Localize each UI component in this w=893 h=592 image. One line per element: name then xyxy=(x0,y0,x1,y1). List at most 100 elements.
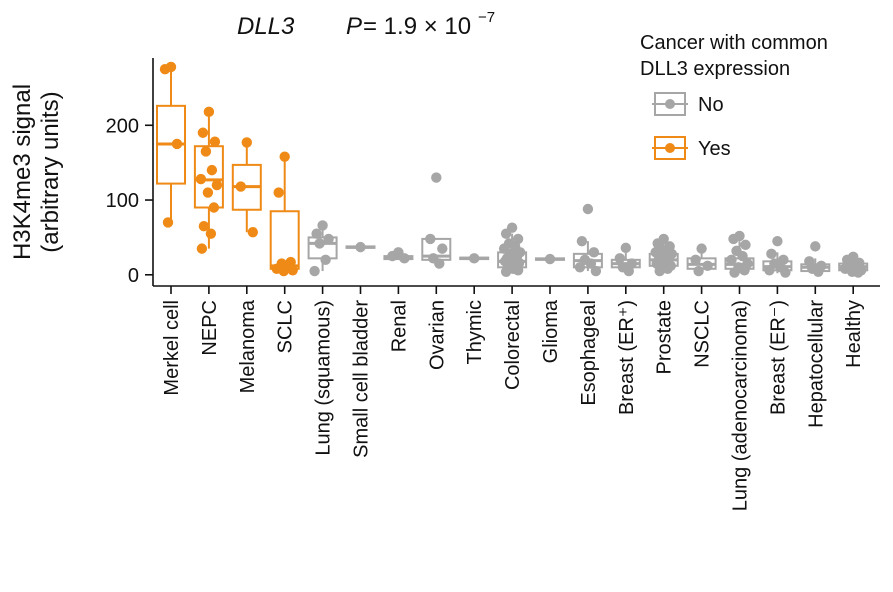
data-point xyxy=(209,136,221,147)
box-group xyxy=(686,243,717,277)
data-point xyxy=(247,226,258,238)
box-group xyxy=(156,61,186,228)
data-point xyxy=(278,265,289,277)
data-point xyxy=(162,217,174,228)
y-tick-label: 200 xyxy=(106,115,139,137)
data-point xyxy=(726,254,737,266)
x-tick-label: Colorectal xyxy=(502,300,524,390)
x-tick-label: Melanoma xyxy=(237,299,259,393)
box-group xyxy=(648,233,679,277)
x-tick-label: Small cell bladder xyxy=(351,300,373,458)
box-group xyxy=(838,251,869,278)
x-tick-label: NEPC xyxy=(199,300,221,356)
data-point xyxy=(853,267,864,278)
data-point xyxy=(159,64,171,75)
x-ticks: Merkel cell NEPC Melanoma SCLC Lung (squamou… xyxy=(161,286,865,511)
data-point xyxy=(206,164,218,176)
x-tick-label: Renal xyxy=(388,300,410,352)
box-group xyxy=(383,247,414,264)
data-point xyxy=(512,265,524,276)
data-point xyxy=(434,258,445,269)
data-point xyxy=(728,233,739,245)
data-point xyxy=(202,187,214,198)
legend-title-line1: Cancer with common xyxy=(640,32,828,54)
box-group xyxy=(535,253,565,265)
data-point xyxy=(208,202,220,213)
x-tick-label: Thymic xyxy=(464,300,486,364)
x-tick-label: Merkel cell xyxy=(161,300,183,396)
data-point xyxy=(576,235,588,247)
data-point xyxy=(623,265,634,277)
box-group xyxy=(610,242,641,277)
box-group xyxy=(724,230,755,278)
data-point xyxy=(309,265,320,277)
data-point xyxy=(500,266,512,277)
x-tick-label: Ovarian xyxy=(426,300,448,370)
data-point xyxy=(205,228,217,239)
data-point xyxy=(574,262,586,273)
data-point xyxy=(317,220,328,231)
data-point xyxy=(203,106,215,118)
data-point xyxy=(654,265,665,277)
data-point xyxy=(197,127,209,138)
data-point xyxy=(764,265,775,276)
data-point xyxy=(387,250,398,262)
data-point xyxy=(355,241,366,253)
box-group xyxy=(459,253,490,264)
chart-title-p-value: = 1.9 × 10 xyxy=(363,13,471,40)
legend-dot xyxy=(665,99,675,109)
data-point xyxy=(500,228,512,239)
box-plots xyxy=(156,61,869,278)
data-point xyxy=(273,187,284,198)
data-point xyxy=(588,247,600,258)
data-point xyxy=(196,243,208,254)
chart-title-p-exponent: −7 xyxy=(478,9,495,26)
data-point xyxy=(211,179,223,191)
legend-entry-yes: Yes xyxy=(652,136,731,160)
data-point xyxy=(702,260,713,272)
data-point xyxy=(740,239,751,251)
data-point xyxy=(620,242,631,254)
data-point xyxy=(772,235,783,247)
x-tick-label: Lung (adenocarcinoma) xyxy=(730,300,752,511)
data-point xyxy=(399,253,410,264)
data-point xyxy=(585,258,597,269)
y-tick-label: 0 xyxy=(128,265,139,287)
y-ticks: 0 100 200 xyxy=(106,115,153,287)
legend-entry-no: No xyxy=(652,92,724,116)
data-point xyxy=(810,241,821,252)
data-point xyxy=(235,181,246,192)
x-tick-label: Breast (ER⁺) xyxy=(616,300,638,415)
y-tick-label: 100 xyxy=(106,190,139,212)
x-tick-label: Healthy xyxy=(843,300,865,368)
data-point xyxy=(693,265,704,277)
data-point xyxy=(241,137,252,148)
data-point xyxy=(780,267,791,278)
chart-title-p-label: P xyxy=(346,13,362,40)
chart-title-gene: DLL3 xyxy=(237,13,295,40)
data-point xyxy=(311,228,322,239)
data-point xyxy=(323,233,334,245)
data-point xyxy=(171,138,183,150)
box-group xyxy=(345,241,376,253)
legend-label: No xyxy=(698,94,724,116)
x-tick-label: NSCLC xyxy=(692,300,714,368)
box-group xyxy=(572,203,603,277)
y-axis-label-line2: (arbitrary units) xyxy=(37,91,64,252)
data-point xyxy=(425,233,436,245)
data-point xyxy=(690,254,701,266)
x-tick-label: Prostate xyxy=(654,300,676,374)
box-group xyxy=(800,241,831,277)
data-point xyxy=(739,265,750,276)
box-group xyxy=(762,235,793,278)
data-point xyxy=(195,173,207,185)
legend-label: Yes xyxy=(698,138,731,160)
data-point xyxy=(737,250,748,262)
data-point xyxy=(198,220,210,232)
box-group xyxy=(231,137,262,238)
data-point xyxy=(431,172,442,183)
legend-title-line2: DLL3 expression xyxy=(640,58,790,80)
y-axis-label-line1: H3K4me3 signal xyxy=(9,84,36,260)
data-point xyxy=(314,238,325,249)
